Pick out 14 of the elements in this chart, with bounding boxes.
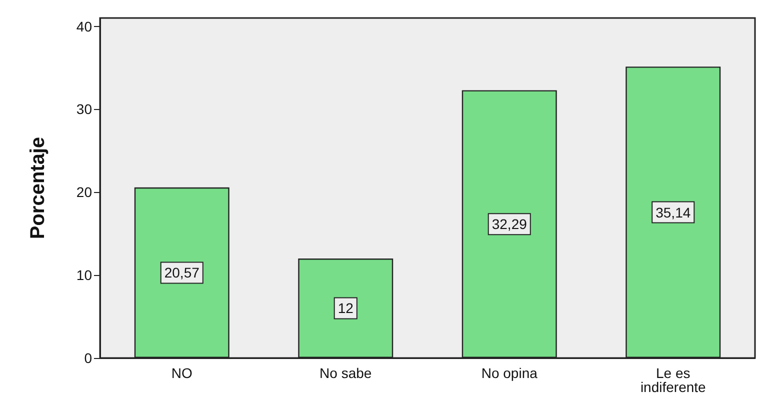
y-tick-label: 0 <box>84 350 92 366</box>
x-tick-label: NO <box>171 365 192 381</box>
y-tick-label: 10 <box>76 267 92 284</box>
y-axis-title: Porcentaje <box>27 136 49 240</box>
data-label: 32,29 <box>492 216 528 232</box>
x-tick-label: No sabe <box>320 365 372 381</box>
y-tick-label: 30 <box>76 101 92 118</box>
y-tick-label: 40 <box>76 18 92 34</box>
y-tick-label: 20 <box>76 184 92 200</box>
data-label: 20,57 <box>164 264 200 281</box>
x-tick-label: Le es indiferente <box>640 365 706 395</box>
data-label: 12 <box>338 300 354 316</box>
x-tick-label: No opina <box>481 365 538 381</box>
data-label: 35,14 <box>656 204 691 220</box>
